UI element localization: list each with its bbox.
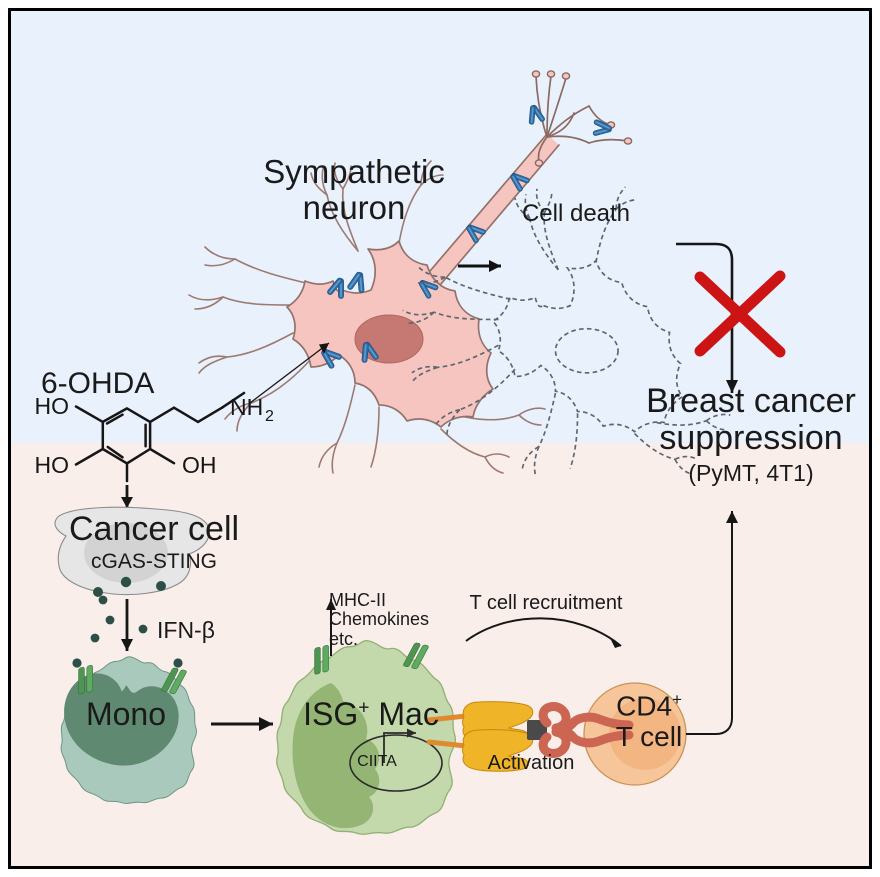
svg-text:HO: HO — [35, 452, 70, 478]
svg-text:OH: OH — [182, 452, 217, 478]
svg-text:2: 2 — [265, 408, 274, 425]
